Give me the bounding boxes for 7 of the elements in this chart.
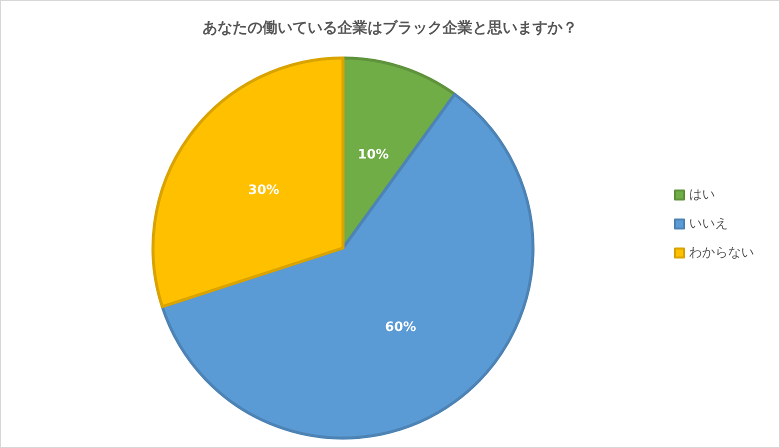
- legend-label: わからない: [689, 246, 754, 260]
- data-label: 30%: [248, 182, 280, 198]
- data-label: 60%: [385, 320, 416, 335]
- legend-label: はい: [689, 188, 715, 202]
- chart-title: あなたの働いている企業はブラック企業と思いますか？: [202, 18, 578, 36]
- data-label: 10%: [358, 147, 389, 162]
- legend-label: いいえ: [689, 216, 728, 232]
